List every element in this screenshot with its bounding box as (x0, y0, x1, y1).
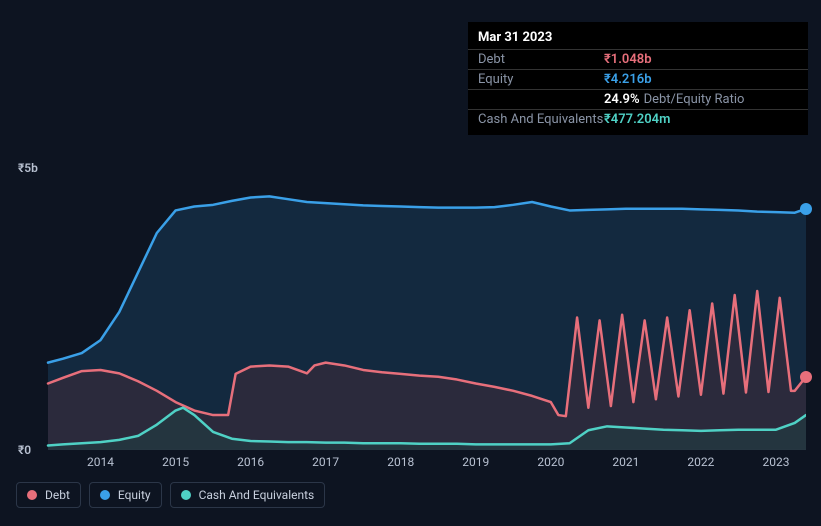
legend-label: Equity (118, 488, 151, 502)
y-axis-label: ₹0 (18, 443, 32, 457)
chart-tooltip: Mar 31 2023 Debt₹1.048bEquity₹4.216b24.9… (468, 22, 808, 135)
tooltip-suffix: Debt/Equity Ratio (644, 92, 745, 107)
tooltip-value: ₹477.204m (604, 112, 670, 127)
tooltip-label: Cash And Equivalents (478, 112, 604, 127)
legend-item[interactable]: Cash And Equivalents (170, 482, 326, 508)
x-axis-label: 2016 (237, 455, 264, 469)
x-axis-label: 2023 (762, 455, 789, 469)
x-axis-label: 2022 (687, 455, 714, 469)
tooltip-value: ₹4.216b (604, 72, 652, 87)
x-axis-label: 2015 (162, 455, 189, 469)
area-chart (16, 140, 806, 450)
legend-label: Debt (45, 488, 70, 502)
chart-plot-area (16, 140, 806, 450)
x-axis-label: 2018 (387, 455, 414, 469)
series-end-marker (800, 203, 812, 215)
tooltip-label (478, 92, 604, 107)
tooltip-date: Mar 31 2023 (468, 28, 808, 49)
legend-swatch (27, 490, 37, 500)
legend-swatch (100, 490, 110, 500)
legend-label: Cash And Equivalents (199, 488, 315, 502)
tooltip-row: Debt₹1.048b (468, 49, 808, 69)
tooltip-label: Equity (478, 72, 604, 87)
y-axis-label: ₹5b (18, 161, 32, 175)
tooltip-value: 24.9% (604, 92, 640, 107)
legend-item[interactable]: Debt (16, 482, 81, 508)
tooltip-row: 24.9% Debt/Equity Ratio (468, 89, 808, 109)
x-axis-label: 2020 (537, 455, 564, 469)
tooltip-label: Debt (478, 52, 604, 67)
x-axis-label: 2019 (462, 455, 489, 469)
tooltip-row: Equity₹4.216b (468, 69, 808, 89)
legend-item[interactable]: Equity (89, 482, 162, 508)
tooltip-value: ₹1.048b (604, 52, 652, 67)
x-axis-label: 2014 (87, 455, 114, 469)
legend-swatch (181, 490, 191, 500)
chart-legend: Debt Equity Cash And Equivalents (16, 482, 325, 508)
tooltip-row: Cash And Equivalents₹477.204m (468, 109, 808, 129)
series-end-marker (800, 371, 812, 383)
x-axis-label: 2021 (612, 455, 639, 469)
x-axis-label: 2017 (312, 455, 339, 469)
